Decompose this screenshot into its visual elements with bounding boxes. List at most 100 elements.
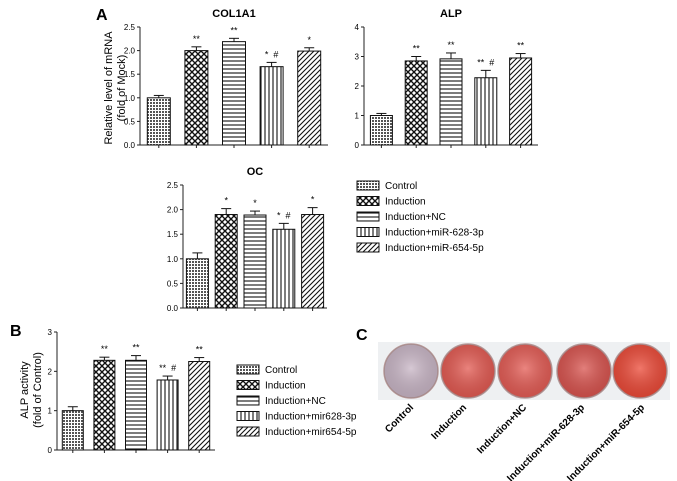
legend-label: Induction+NC (265, 396, 326, 407)
y-tick-label: 1 (355, 112, 360, 121)
y-axis-label: ALP activity(fold of Control) (19, 352, 44, 428)
legend-label: Induction+miR-628-3p (385, 228, 484, 239)
panel-letter-c: C (356, 327, 368, 344)
y-tick-label: 2.5 (167, 181, 179, 190)
significance-mark: * # (265, 49, 279, 59)
bar-alp-activity-4 (188, 361, 211, 451)
legend-swatch (356, 180, 380, 191)
y-tick-label: 0 (48, 446, 53, 455)
plate-label: Induction (430, 402, 470, 442)
chart-oc: OC 0.0 0.5 1.0 1.5 2.0 2.5 * * * # * (167, 166, 327, 313)
plate-shade (441, 344, 495, 398)
y-tick-label: 0.5 (167, 279, 179, 288)
legend-label: Induction+NC (385, 212, 446, 223)
significance-mark: ** (101, 344, 109, 354)
legend-label: Induction (385, 197, 426, 208)
y-tick-label: 0.5 (124, 117, 136, 126)
y-tick-label: 4 (355, 23, 360, 32)
bar-col1a1-4 (297, 50, 322, 146)
legend-swatch (356, 196, 380, 206)
bar-oc-4 (301, 214, 325, 309)
legend-label: Induction+mir654-5p (265, 427, 357, 438)
significance-mark: ** (447, 40, 455, 50)
legend-swatch (236, 380, 260, 390)
chart-alp-activity: 0 1 2 3 ALP activity(fold of Control) ** ** ** … (19, 328, 215, 455)
panel-letter-a: A (96, 7, 108, 24)
chart-alp: ALP 0 1 2 3 4 ** ** ** # ** (355, 8, 538, 150)
significance-mark: ** # (159, 363, 176, 373)
plate-shade (613, 344, 667, 398)
y-tick-label: 0.0 (124, 141, 136, 150)
legend-swatch (356, 227, 380, 237)
y-tick-label: 2.0 (124, 47, 136, 56)
bar-alp-0 (369, 115, 393, 146)
legend-label: Control (265, 365, 297, 376)
legend-swatch (356, 242, 380, 253)
bar-alp-activity-1 (93, 359, 116, 451)
y-tick-label: 2.0 (167, 206, 179, 215)
bar-alp-3 (474, 77, 498, 146)
legend-label: Induction (265, 381, 306, 392)
chart-title: ALP (440, 8, 462, 20)
bar-alp-activity-2 (125, 359, 147, 451)
significance-mark: * (253, 198, 257, 208)
bar-oc-2 (243, 214, 267, 309)
y-tick-label: 0 (355, 141, 360, 150)
y-tick-label: 2 (48, 367, 53, 376)
y-tick-label: 3 (355, 53, 360, 62)
bar-alp-4 (509, 57, 533, 146)
bar-oc-0 (185, 258, 209, 309)
significance-mark: * (311, 195, 315, 205)
bar-col1a1-2 (222, 41, 246, 146)
chart-title: OC (247, 166, 264, 178)
legend-swatch (236, 411, 260, 421)
y-axis-label: Relative level of mRNA(fold of Mock) (103, 31, 128, 145)
significance-mark: ** (413, 44, 421, 54)
significance-mark: ** (132, 343, 140, 353)
significance-mark: ** # (477, 57, 494, 67)
y-tick-label: 2.5 (124, 23, 136, 32)
significance-mark: ** (230, 25, 238, 35)
bar-col1a1-3 (259, 66, 284, 146)
plate-shade (557, 344, 611, 398)
panel-letter-b: B (10, 323, 22, 340)
y-tick-label: 1.5 (124, 70, 136, 79)
plates-panel: Control Induction Induction+NCInduction+mi… (378, 342, 670, 481)
significance-mark: * (224, 196, 228, 206)
plate-label: Control (383, 402, 416, 435)
significance-mark: * # (277, 210, 291, 220)
bar-oc-3 (272, 228, 296, 309)
significance-mark: ** (517, 41, 525, 51)
legend-label: Control (385, 181, 417, 192)
legend-label: Induction+mir628-3p (265, 412, 357, 423)
y-tick-label: 0.0 (167, 304, 179, 313)
bar-alp-activity-3 (156, 379, 179, 451)
legend-swatch (236, 364, 260, 375)
bar-alp-1 (404, 60, 428, 146)
legend-label: Induction+miR-654-5p (385, 243, 484, 254)
plate-label: Induction+NC (475, 402, 529, 456)
bar-col1a1-0 (146, 97, 171, 146)
significance-mark: ** (196, 345, 204, 355)
bar-alp-activity-0 (61, 410, 84, 451)
legend-swatch (236, 395, 260, 406)
plate-shade (384, 344, 438, 398)
plate-shade (498, 344, 552, 398)
y-tick-label: 2 (355, 82, 360, 91)
legend-top: Control Induction Induction+NC Induction+mi… (356, 180, 484, 254)
y-tick-label: 1.5 (167, 230, 179, 239)
legend-bottom: Control Induction Induction+NC Induction+mi… (236, 364, 357, 438)
y-tick-label: 1.0 (167, 255, 179, 264)
chart-title: COL1A1 (212, 8, 255, 20)
significance-mark: ** (193, 34, 201, 44)
legend-swatch (356, 211, 380, 222)
bar-col1a1-1 (184, 50, 209, 146)
y-tick-label: 1.0 (124, 94, 136, 103)
bar-alp-2 (439, 58, 463, 146)
legend-swatch (236, 426, 260, 437)
bar-oc-1 (214, 214, 238, 309)
significance-mark: * (307, 35, 311, 45)
y-tick-label: 1 (48, 407, 53, 416)
